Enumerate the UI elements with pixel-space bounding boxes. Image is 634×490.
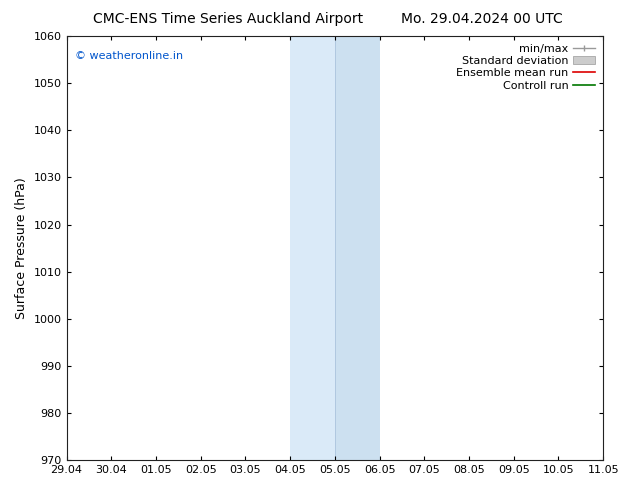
Text: Mo. 29.04.2024 00 UTC: Mo. 29.04.2024 00 UTC bbox=[401, 12, 563, 26]
Text: CMC-ENS Time Series Auckland Airport: CMC-ENS Time Series Auckland Airport bbox=[93, 12, 363, 26]
Bar bbox=[290, 36, 335, 460]
Legend: min/max, Standard deviation, Ensemble mean run, Controll run: min/max, Standard deviation, Ensemble me… bbox=[452, 40, 600, 95]
Y-axis label: Surface Pressure (hPa): Surface Pressure (hPa) bbox=[15, 177, 28, 319]
Bar bbox=[603, 36, 626, 460]
Text: © weatheronline.in: © weatheronline.in bbox=[75, 51, 183, 61]
Bar bbox=[335, 36, 380, 460]
